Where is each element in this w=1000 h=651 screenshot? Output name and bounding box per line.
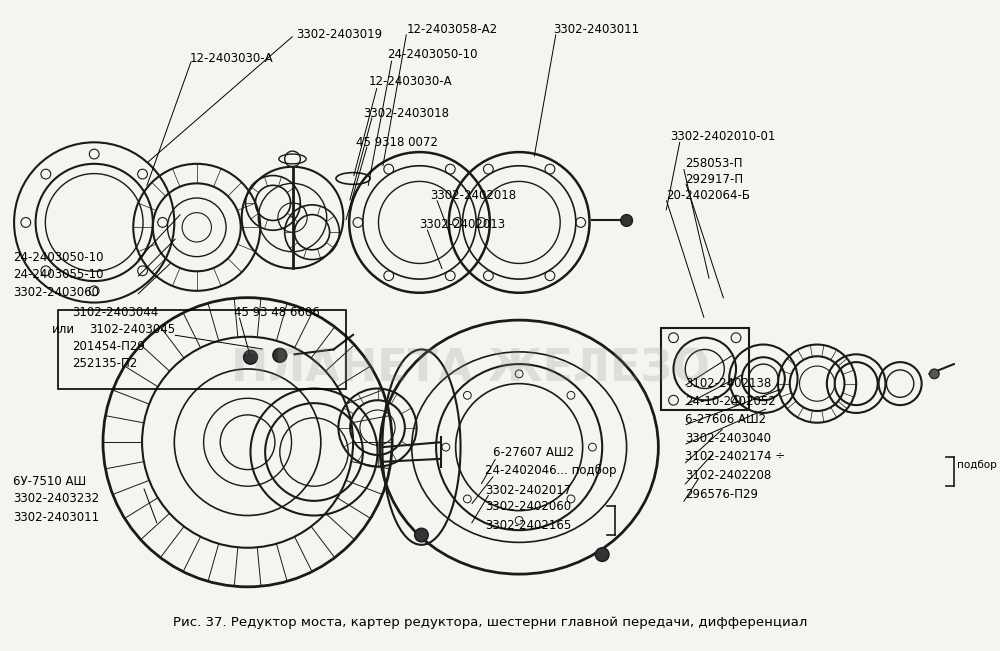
- Text: 3102-2402138: 3102-2402138: [685, 377, 771, 390]
- Text: 6-27606 АШ2: 6-27606 АШ2: [685, 413, 766, 426]
- Text: подбор: подбор: [957, 460, 997, 470]
- Text: 24-2403055-10: 24-2403055-10: [13, 268, 104, 281]
- Circle shape: [273, 348, 287, 362]
- Text: 258053-П: 258053-П: [685, 158, 743, 171]
- Text: 201454-П29: 201454-П29: [72, 340, 145, 353]
- Text: 24-10-2402052: 24-10-2402052: [685, 395, 776, 408]
- Text: 3102-2402174 ÷: 3102-2402174 ÷: [685, 450, 785, 464]
- Text: 3102-2403045: 3102-2403045: [89, 324, 175, 337]
- Text: 20-2402064-Б: 20-2402064-Б: [666, 189, 750, 202]
- Circle shape: [929, 369, 939, 379]
- Text: 3302-2403060: 3302-2403060: [13, 286, 99, 299]
- Text: или: или: [52, 324, 75, 337]
- Text: 3102-2403044: 3102-2403044: [72, 306, 158, 319]
- Text: 296576-П29: 296576-П29: [685, 488, 758, 501]
- Text: 3302-2403019: 3302-2403019: [296, 29, 383, 42]
- Text: 12-2403058-А2: 12-2403058-А2: [407, 23, 498, 36]
- Text: 3102-2402208: 3102-2402208: [685, 469, 771, 482]
- Text: 3302-2402010-01: 3302-2402010-01: [671, 130, 776, 143]
- Text: 3302-2402165: 3302-2402165: [485, 519, 571, 532]
- Text: 24-2403050-10: 24-2403050-10: [13, 251, 104, 264]
- Text: 3302-2403040: 3302-2403040: [685, 432, 771, 445]
- Text: 6У-7510 АШ: 6У-7510 АШ: [13, 475, 86, 488]
- Bar: [58, 311, 346, 389]
- Circle shape: [415, 528, 428, 542]
- Text: 292917-П: 292917-П: [685, 173, 743, 186]
- Text: 3302-2402017: 3302-2402017: [485, 484, 571, 497]
- Text: 24-2402046... подбор: 24-2402046... подбор: [485, 464, 616, 477]
- Circle shape: [595, 547, 609, 561]
- Text: 3302-2403018: 3302-2403018: [363, 107, 449, 120]
- Text: 12-2403030-А: 12-2403030-А: [190, 52, 274, 65]
- Text: ПЛАНЕТА ЖЕЛЕЗО: ПЛАНЕТА ЖЕЛЕЗО: [231, 348, 710, 391]
- Circle shape: [244, 350, 257, 364]
- Text: 3302-2403011: 3302-2403011: [553, 23, 639, 36]
- Text: 3302-2403232: 3302-2403232: [13, 492, 99, 505]
- Text: 24-2403050-10: 24-2403050-10: [387, 48, 478, 61]
- Text: 3302-2403011: 3302-2403011: [13, 511, 99, 524]
- Text: Рис. 37. Редуктор моста, картер редуктора, шестерни главной передачи, дифференци: Рис. 37. Редуктор моста, картер редуктор…: [173, 616, 807, 630]
- Text: 3302-2402060: 3302-2402060: [485, 500, 571, 513]
- Bar: [661, 328, 749, 410]
- Text: 45 9318 0072: 45 9318 0072: [356, 136, 438, 149]
- Text: 45 93 48 6606: 45 93 48 6606: [234, 306, 320, 319]
- Text: 3302-2402013: 3302-2402013: [420, 218, 506, 231]
- Text: 6-27607 АШ2: 6-27607 АШ2: [493, 447, 574, 460]
- Text: 12-2403030-А: 12-2403030-А: [369, 76, 452, 89]
- Circle shape: [621, 215, 632, 227]
- Text: 3302-2402018: 3302-2402018: [430, 189, 516, 202]
- Text: 252135-П2: 252135-П2: [72, 357, 137, 370]
